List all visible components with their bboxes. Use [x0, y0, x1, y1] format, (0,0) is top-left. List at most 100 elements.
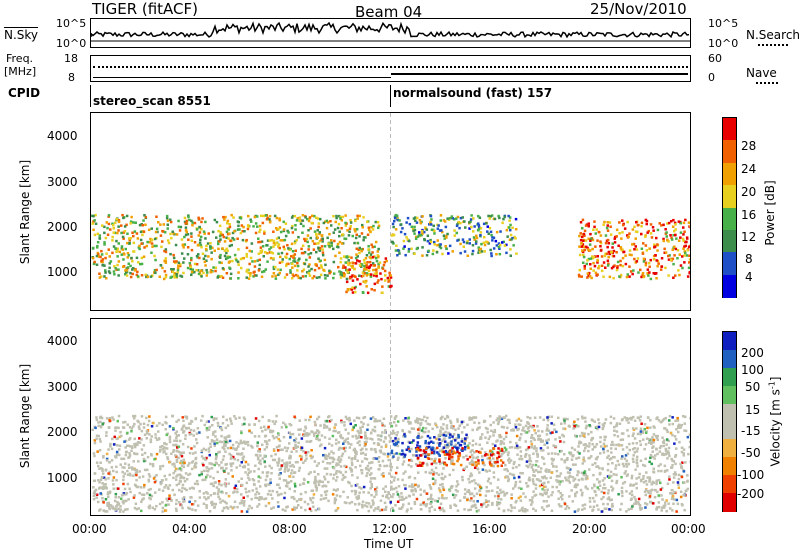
heat-cell: [296, 264, 300, 268]
heat-cell: [515, 499, 518, 503]
heat-cell: [367, 248, 370, 251]
heat-cell: [677, 473, 681, 477]
heat-cell: [281, 459, 284, 462]
heat-cell: [168, 438, 172, 441]
heat-cell: [317, 480, 320, 484]
heat-cell: [581, 508, 584, 511]
heat-cell: [168, 497, 171, 500]
heat-cell: [597, 488, 601, 491]
heat-cell: [114, 247, 117, 250]
heat-cell: [232, 216, 235, 219]
heat-cell: [416, 216, 419, 220]
heat-cell: [233, 490, 236, 493]
heat-cell: [526, 485, 529, 488]
heat-cell: [237, 271, 240, 274]
heat-cell: [146, 240, 149, 244]
heat-cell: [463, 508, 466, 511]
heat-cell: [656, 438, 660, 441]
heat-cell: [334, 442, 338, 445]
heat-cell: [371, 262, 375, 265]
heat-cell: [202, 463, 205, 467]
heat-cell: [183, 243, 187, 246]
heat-cell: [444, 245, 447, 248]
heat-cell: [241, 458, 245, 462]
heat-cell: [161, 489, 165, 492]
heat-cell: [347, 255, 351, 258]
heat-cell: [477, 251, 480, 254]
heat-cell: [542, 500, 546, 503]
heat-cell: [358, 251, 361, 255]
heat-cell: [456, 480, 459, 483]
heat-cell: [380, 277, 383, 281]
heat-cell: [667, 254, 670, 258]
heat-cell: [391, 241, 394, 244]
heat-cell: [177, 418, 180, 422]
heat-cell: [237, 224, 240, 228]
heat-cell: [261, 245, 265, 248]
heat-cell: [341, 478, 344, 481]
heat-cell: [138, 223, 142, 227]
heat-cell: [373, 420, 376, 423]
heat-cell: [217, 451, 220, 454]
heat-cell: [179, 476, 182, 480]
heat-cell: [321, 253, 325, 257]
heat-cell: [347, 480, 350, 484]
heat-cell: [660, 506, 664, 509]
heat-cell: [644, 431, 648, 434]
heat-cell: [379, 451, 383, 454]
heat-cell: [529, 440, 533, 443]
heat-cell: [225, 230, 229, 234]
heat-cell: [667, 258, 671, 261]
heat-cell: [336, 431, 340, 434]
heat-cell: [505, 491, 509, 495]
heat-cell: [108, 266, 111, 270]
heat-cell: [334, 479, 338, 482]
heat-cell: [187, 473, 190, 477]
heat-cell: [139, 262, 142, 266]
heat-cell: [294, 485, 297, 488]
heat-cell: [355, 452, 358, 456]
heat-cell: [266, 493, 270, 496]
heat-cell: [327, 415, 330, 419]
heat-cell: [126, 469, 129, 473]
heat-cell: [265, 446, 269, 449]
heat-cell: [122, 457, 126, 461]
heat-cell: [534, 487, 538, 490]
heat-cell: [221, 422, 225, 425]
heat-cell: [679, 221, 682, 225]
heat-cell: [487, 214, 490, 218]
heat-cell: [189, 432, 193, 436]
heat-cell: [126, 266, 130, 269]
heat-cell: [245, 510, 249, 513]
heat-cell: [570, 458, 574, 461]
heat-cell: [532, 452, 535, 455]
heat-cell: [687, 221, 690, 224]
heat-cell: [264, 214, 268, 217]
heat-cell: [309, 471, 312, 474]
heat-cell: [531, 501, 534, 504]
heat-cell: [583, 470, 587, 473]
heat-cell: [190, 256, 193, 260]
heat-cell: [660, 265, 664, 268]
heat-cell: [304, 239, 307, 243]
heat-cell: [450, 462, 453, 465]
heat-cell: [208, 510, 212, 513]
heat-cell: [644, 235, 647, 238]
heat-cell: [110, 466, 114, 469]
heat-cell: [632, 269, 635, 272]
heat-cell: [489, 248, 492, 252]
heat-cell: [268, 239, 271, 242]
heat-cell: [192, 487, 195, 490]
heat-cell: [593, 484, 596, 488]
heat-cell: [200, 419, 203, 422]
heat-cell: [208, 453, 211, 457]
heat-cell: [95, 461, 99, 464]
heat-cell: [153, 254, 156, 258]
heat-cell: [385, 464, 389, 468]
heat-cell: [682, 247, 685, 250]
heat-cell: [126, 431, 129, 435]
heat-cell: [216, 470, 219, 474]
heat-cell: [104, 478, 107, 481]
heat-cell: [290, 469, 294, 472]
velocity-heatmap: [91, 319, 690, 515]
